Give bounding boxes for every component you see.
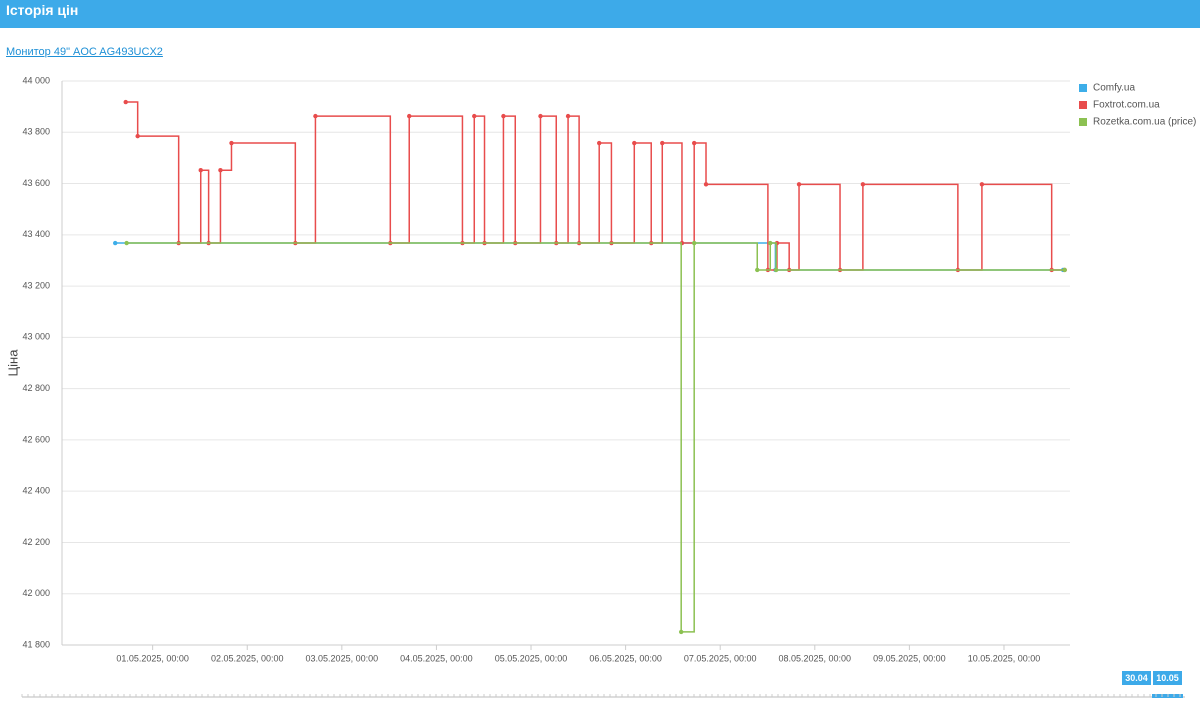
x-tick-label: 02.05.2025, 00:00 bbox=[211, 653, 284, 663]
y-axis-label: Ціна bbox=[5, 349, 20, 377]
point bbox=[773, 267, 779, 273]
legend-swatch bbox=[1079, 118, 1087, 126]
x-tick-label: 01.05.2025, 00:00 bbox=[116, 653, 189, 663]
navigator-to-box bbox=[1153, 671, 1182, 685]
point bbox=[407, 113, 412, 119]
point bbox=[597, 140, 602, 146]
point bbox=[198, 168, 203, 173]
navigator-from-box bbox=[1122, 671, 1151, 685]
point bbox=[979, 182, 985, 187]
point bbox=[472, 113, 477, 119]
x-tick-label: 05.05.2025, 00:00 bbox=[495, 653, 568, 663]
point bbox=[501, 113, 506, 119]
legend-label: Rozetka.com.ua (price) bbox=[1093, 117, 1196, 128]
y-tick-label: 44 000 bbox=[22, 75, 50, 85]
y-tick-label: 42 400 bbox=[22, 486, 50, 496]
point bbox=[755, 267, 760, 273]
navigator-from: 30.04 bbox=[1125, 673, 1148, 683]
point bbox=[124, 240, 129, 246]
point bbox=[565, 113, 571, 119]
point bbox=[703, 182, 709, 187]
point bbox=[538, 113, 543, 119]
legend-label: Foxtrot.com.ua bbox=[1093, 100, 1160, 111]
legend-label: Comfy.ua bbox=[1093, 83, 1135, 94]
point bbox=[113, 240, 118, 246]
x-tick-label: 08.05.2025, 00:00 bbox=[779, 653, 852, 663]
point bbox=[632, 140, 637, 146]
x-tick-label: 06.05.2025, 00:00 bbox=[589, 653, 662, 663]
y-tick-label: 43 000 bbox=[22, 332, 50, 342]
y-tick-label: 43 400 bbox=[22, 229, 50, 239]
legend-swatch bbox=[1079, 84, 1087, 92]
x-tick-label: 09.05.2025, 00:00 bbox=[873, 653, 946, 663]
point bbox=[660, 140, 665, 146]
navigator-to: 10.05 bbox=[1156, 673, 1179, 683]
point bbox=[691, 240, 697, 246]
y-tick-label: 43 600 bbox=[22, 178, 50, 188]
y-tick-label: 43 800 bbox=[22, 127, 50, 137]
y-tick-label: 42 000 bbox=[22, 588, 50, 598]
x-tick-label: 10.05.2025, 00:00 bbox=[968, 653, 1041, 663]
y-tick-label: 43 200 bbox=[22, 280, 50, 290]
header-title: Історія цін bbox=[0, 0, 1200, 28]
point bbox=[218, 168, 223, 173]
point bbox=[691, 140, 697, 146]
y-tick-label: 41 800 bbox=[22, 639, 50, 649]
y-tick-label: 42 200 bbox=[22, 537, 50, 547]
point bbox=[229, 140, 234, 146]
point bbox=[1062, 267, 1067, 273]
product-link[interactable]: Монитор 49" AOC AG493UCX2 bbox=[6, 46, 163, 58]
series-line bbox=[115, 242, 1064, 271]
point bbox=[123, 99, 128, 105]
y-tick-label: 42 600 bbox=[22, 434, 50, 444]
point bbox=[796, 182, 802, 187]
series-line bbox=[126, 242, 1065, 633]
series-line bbox=[125, 101, 1065, 271]
x-tick-label: 04.05.2025, 00:00 bbox=[400, 653, 473, 663]
point bbox=[678, 629, 684, 635]
point bbox=[768, 240, 773, 246]
legend-swatch bbox=[1079, 101, 1087, 109]
y-tick-label: 42 800 bbox=[22, 383, 50, 393]
x-tick-label: 03.05.2025, 00:00 bbox=[306, 653, 379, 663]
x-tick-label: 07.05.2025, 00:00 bbox=[684, 653, 757, 663]
point bbox=[860, 182, 866, 187]
point bbox=[135, 133, 140, 139]
point bbox=[313, 113, 318, 119]
